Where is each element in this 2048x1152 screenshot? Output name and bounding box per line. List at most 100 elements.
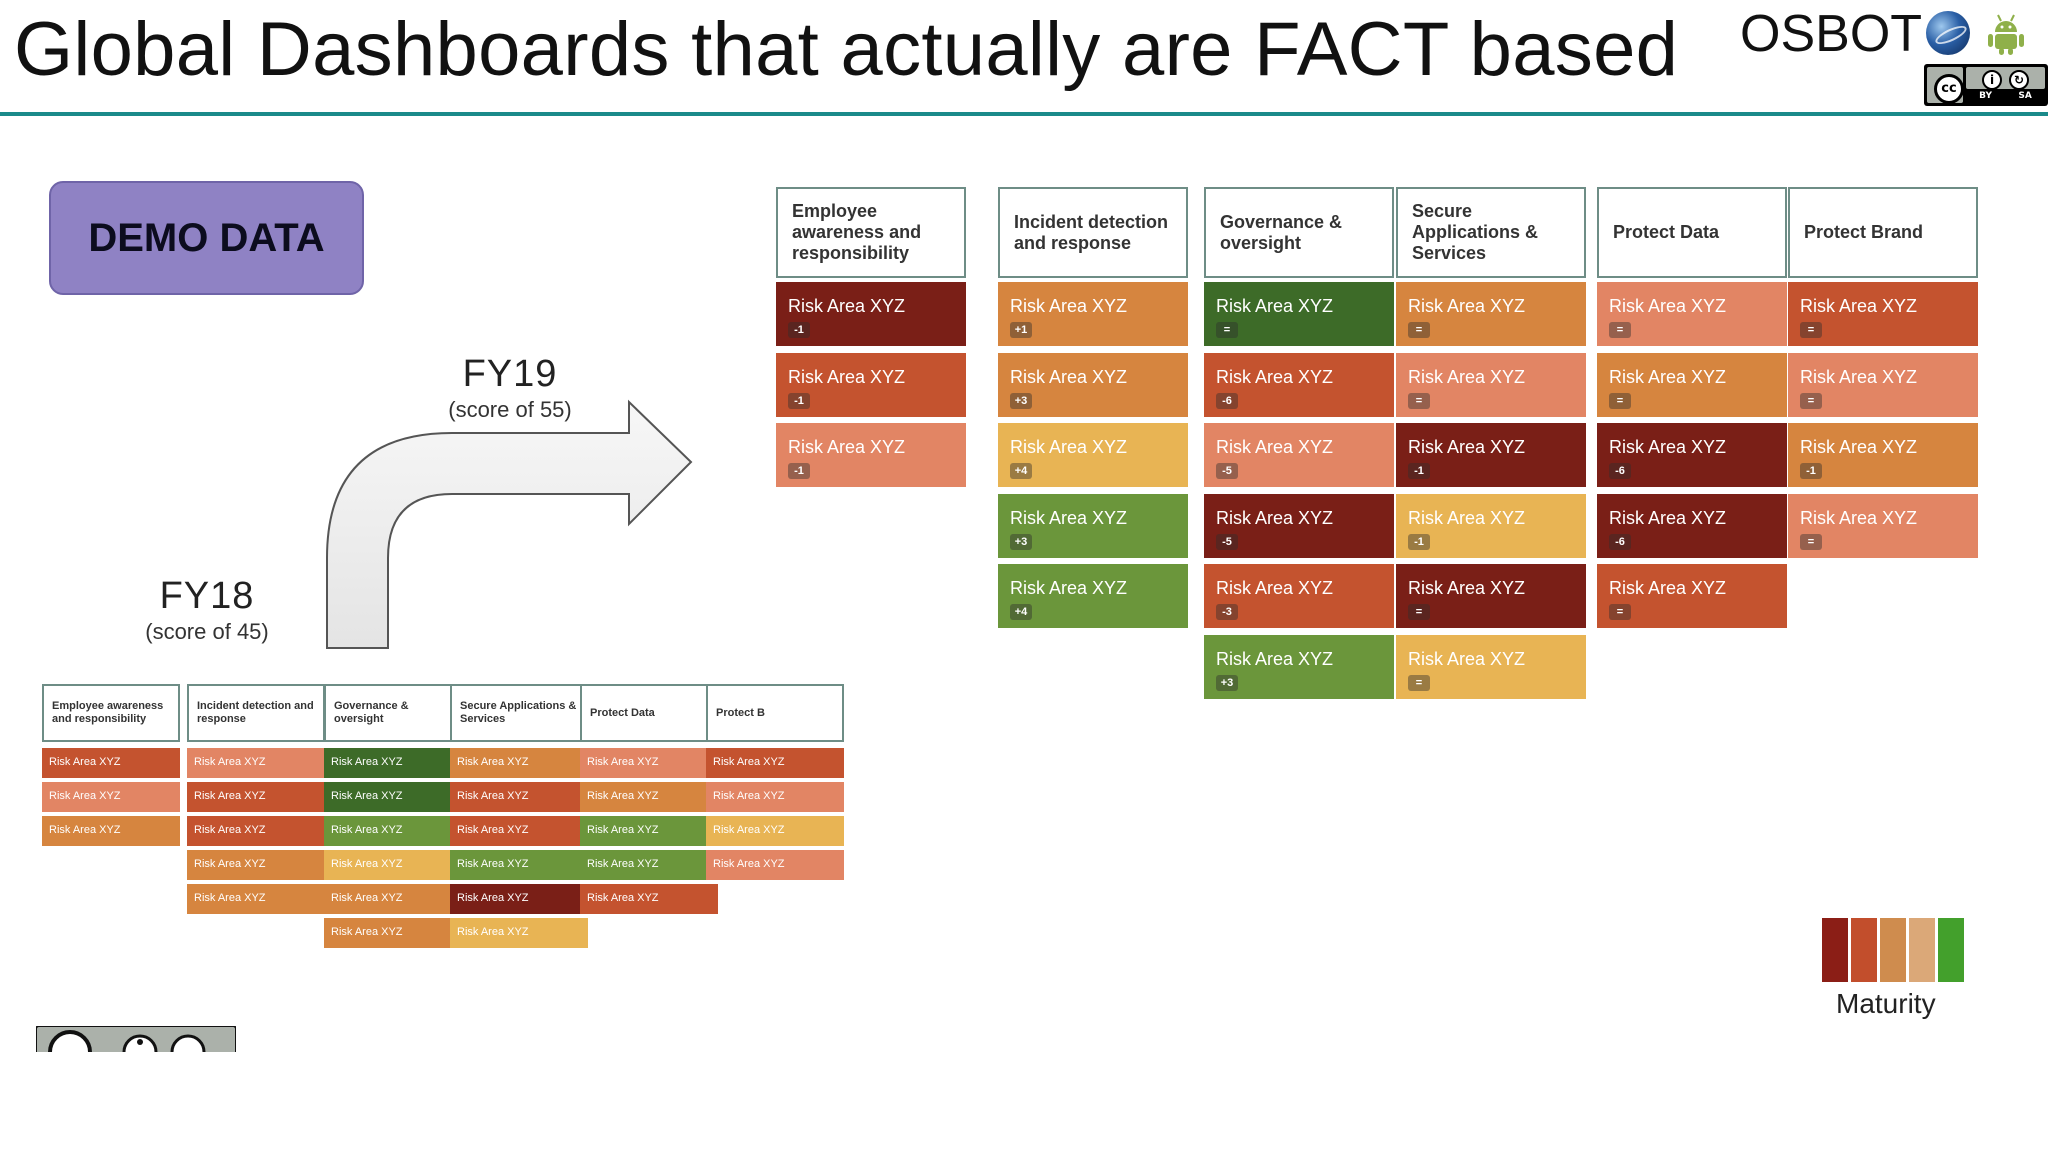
risk-cell[interactable]: Risk Area XYZ xyxy=(324,850,462,880)
risk-label: Risk Area XYZ xyxy=(457,858,529,870)
risk-cell[interactable]: Risk Area XYZ xyxy=(580,816,718,846)
risk-cell[interactable]: Risk Area XYZ -1 xyxy=(776,352,966,417)
risk-label: Risk Area XYZ xyxy=(457,790,529,802)
risk-cell[interactable]: Risk Area XYZ xyxy=(706,748,844,778)
risk-label: Risk Area XYZ xyxy=(194,824,266,836)
risk-cell[interactable]: Risk Area XYZ -1 xyxy=(1788,423,1978,487)
risk-label: Risk Area XYZ xyxy=(1216,507,1334,528)
risk-cell[interactable]: Risk Area XYZ xyxy=(580,748,718,778)
risk-cell[interactable]: Risk Area XYZ xyxy=(450,884,588,914)
fy18-score: (score of 45) xyxy=(145,619,269,644)
risk-label: Risk Area XYZ xyxy=(788,296,906,316)
fy18-year: FY18 xyxy=(159,575,255,617)
fy19-dashboard: Employee awareness and responsibility Ris… xyxy=(776,187,1978,707)
risk-cell[interactable]: Risk Area XYZ = xyxy=(1396,352,1586,417)
risk-cell[interactable]: Risk Area XYZ = xyxy=(1396,564,1586,628)
risk-label: Risk Area XYZ xyxy=(587,858,659,870)
column-header: Protect Data xyxy=(1597,187,1787,278)
risk-cell[interactable]: Risk Area XYZ = xyxy=(1597,352,1787,417)
change-badge: = xyxy=(1408,674,1430,691)
risk-cell[interactable]: Risk Area XYZ = xyxy=(1788,493,1978,558)
risk-cell[interactable]: Risk Area XYZ = xyxy=(1788,282,1978,346)
risk-cell[interactable]: Risk Area XYZ xyxy=(706,782,844,812)
risk-cell[interactable]: Risk Area XYZ xyxy=(187,816,325,846)
risk-label: Risk Area XYZ xyxy=(331,790,403,802)
risk-label: Risk Area XYZ xyxy=(713,858,785,870)
fy18-label: FY18 (score of 45) xyxy=(97,574,317,646)
risk-cell[interactable]: Risk Area XYZ xyxy=(450,850,588,880)
risk-cell[interactable]: Risk Area XYZ xyxy=(706,816,844,846)
risk-cell[interactable]: Risk Area XYZ = xyxy=(1204,282,1394,346)
risk-label: Risk Area XYZ xyxy=(194,756,266,768)
risk-cell[interactable]: Risk Area XYZ xyxy=(187,748,325,778)
risk-cell[interactable]: Risk Area XYZ +3 xyxy=(998,493,1188,558)
risk-cell[interactable]: Risk Area XYZ xyxy=(324,782,462,812)
risk-cell[interactable]: Risk Area XYZ xyxy=(450,918,588,948)
fy19-year: FY19 xyxy=(462,353,558,395)
risk-label: Risk Area XYZ xyxy=(788,437,906,457)
risk-cell[interactable]: Risk Area XYZ xyxy=(42,748,180,778)
risk-cell[interactable]: Risk Area XYZ xyxy=(450,816,588,846)
risk-cell[interactable]: Risk Area XYZ xyxy=(187,850,325,880)
fy19-label: FY19 (score of 55) xyxy=(400,352,620,424)
risk-cell[interactable]: Risk Area XYZ xyxy=(706,850,844,880)
risk-cell[interactable]: Risk Area XYZ xyxy=(580,850,718,880)
risk-cell[interactable]: Risk Area XYZ -5 xyxy=(1204,423,1394,487)
change-badge: = xyxy=(1216,322,1238,338)
risk-cell[interactable]: Risk Area XYZ xyxy=(42,782,180,812)
risk-cell[interactable]: Risk Area XYZ xyxy=(324,816,462,846)
risk-cell[interactable]: Risk Area XYZ -1 xyxy=(1396,423,1586,487)
risk-label: Risk Area XYZ xyxy=(331,824,403,836)
risk-cell[interactable]: Risk Area XYZ xyxy=(580,782,718,812)
risk-cell[interactable]: Risk Area XYZ xyxy=(450,782,588,812)
risk-cell[interactable]: Risk Area XYZ xyxy=(450,748,588,778)
risk-label: Risk Area XYZ xyxy=(1609,507,1727,528)
risk-cell[interactable]: Risk Area XYZ xyxy=(42,816,180,846)
risk-cell[interactable]: Risk Area XYZ = xyxy=(1396,634,1586,699)
risk-label: Risk Area XYZ xyxy=(713,824,785,836)
risk-label: Risk Area XYZ xyxy=(587,824,659,836)
risk-label: Risk Area XYZ xyxy=(1216,648,1334,669)
change-badge: -5 xyxy=(1216,533,1238,550)
change-badge: +1 xyxy=(1010,322,1032,338)
share-alike-icon: ↻ xyxy=(2009,70,2029,90)
risk-cell[interactable]: Risk Area XYZ -6 xyxy=(1204,352,1394,417)
risk-label: Risk Area XYZ xyxy=(1010,578,1128,598)
risk-cell[interactable]: Risk Area XYZ +3 xyxy=(998,352,1188,417)
risk-cell[interactable]: Risk Area XYZ +4 xyxy=(998,564,1188,628)
risk-cell[interactable]: Risk Area XYZ -1 xyxy=(776,282,966,346)
risk-cell[interactable]: Risk Area XYZ +1 xyxy=(998,282,1188,346)
risk-cell[interactable]: Risk Area XYZ -1 xyxy=(1396,493,1586,558)
change-badge: -1 xyxy=(788,322,810,338)
cc-license-badge: cc i ↻ BY SA xyxy=(1924,64,2048,106)
risk-cell[interactable]: Risk Area XYZ xyxy=(580,884,718,914)
legend-swatch xyxy=(1880,918,1906,982)
risk-cell[interactable]: Risk Area XYZ xyxy=(324,918,462,948)
risk-label: Risk Area XYZ xyxy=(49,756,121,768)
risk-cell[interactable]: Risk Area XYZ +3 xyxy=(1204,634,1394,699)
change-badge: = xyxy=(1800,322,1822,338)
risk-label: Risk Area XYZ xyxy=(1609,296,1727,316)
risk-cell[interactable]: Risk Area XYZ -6 xyxy=(1597,423,1787,487)
risk-cell[interactable]: Risk Area XYZ xyxy=(187,884,325,914)
risk-cell[interactable]: Risk Area XYZ +4 xyxy=(998,423,1188,487)
risk-cell[interactable]: Risk Area XYZ -6 xyxy=(1597,493,1787,558)
risk-label: Risk Area XYZ xyxy=(331,892,403,904)
risk-cell[interactable]: Risk Area XYZ -5 xyxy=(1204,493,1394,558)
risk-cell[interactable]: Risk Area XYZ = xyxy=(1597,564,1787,628)
risk-cell[interactable]: Risk Area XYZ = xyxy=(1597,282,1787,346)
column-header: Protect Data xyxy=(580,684,718,742)
risk-cell[interactable]: Risk Area XYZ xyxy=(324,884,462,914)
risk-cell[interactable]: Risk Area XYZ -3 xyxy=(1204,564,1394,628)
risk-cell[interactable]: Risk Area XYZ xyxy=(324,748,462,778)
risk-cell[interactable]: Risk Area XYZ = xyxy=(1396,282,1586,346)
column-header: Secure Applications & Services xyxy=(450,684,588,742)
legend-swatch xyxy=(1938,918,1964,982)
risk-cell[interactable]: Risk Area XYZ xyxy=(187,782,325,812)
legend-label: Maturity xyxy=(1836,988,1936,1019)
change-badge: = xyxy=(1609,392,1631,409)
risk-cell[interactable]: Risk Area XYZ = xyxy=(1788,352,1978,417)
column-header: Incident detection and response xyxy=(998,187,1188,278)
risk-label: Risk Area XYZ xyxy=(1609,437,1727,457)
risk-cell[interactable]: Risk Area XYZ -1 xyxy=(776,423,966,487)
